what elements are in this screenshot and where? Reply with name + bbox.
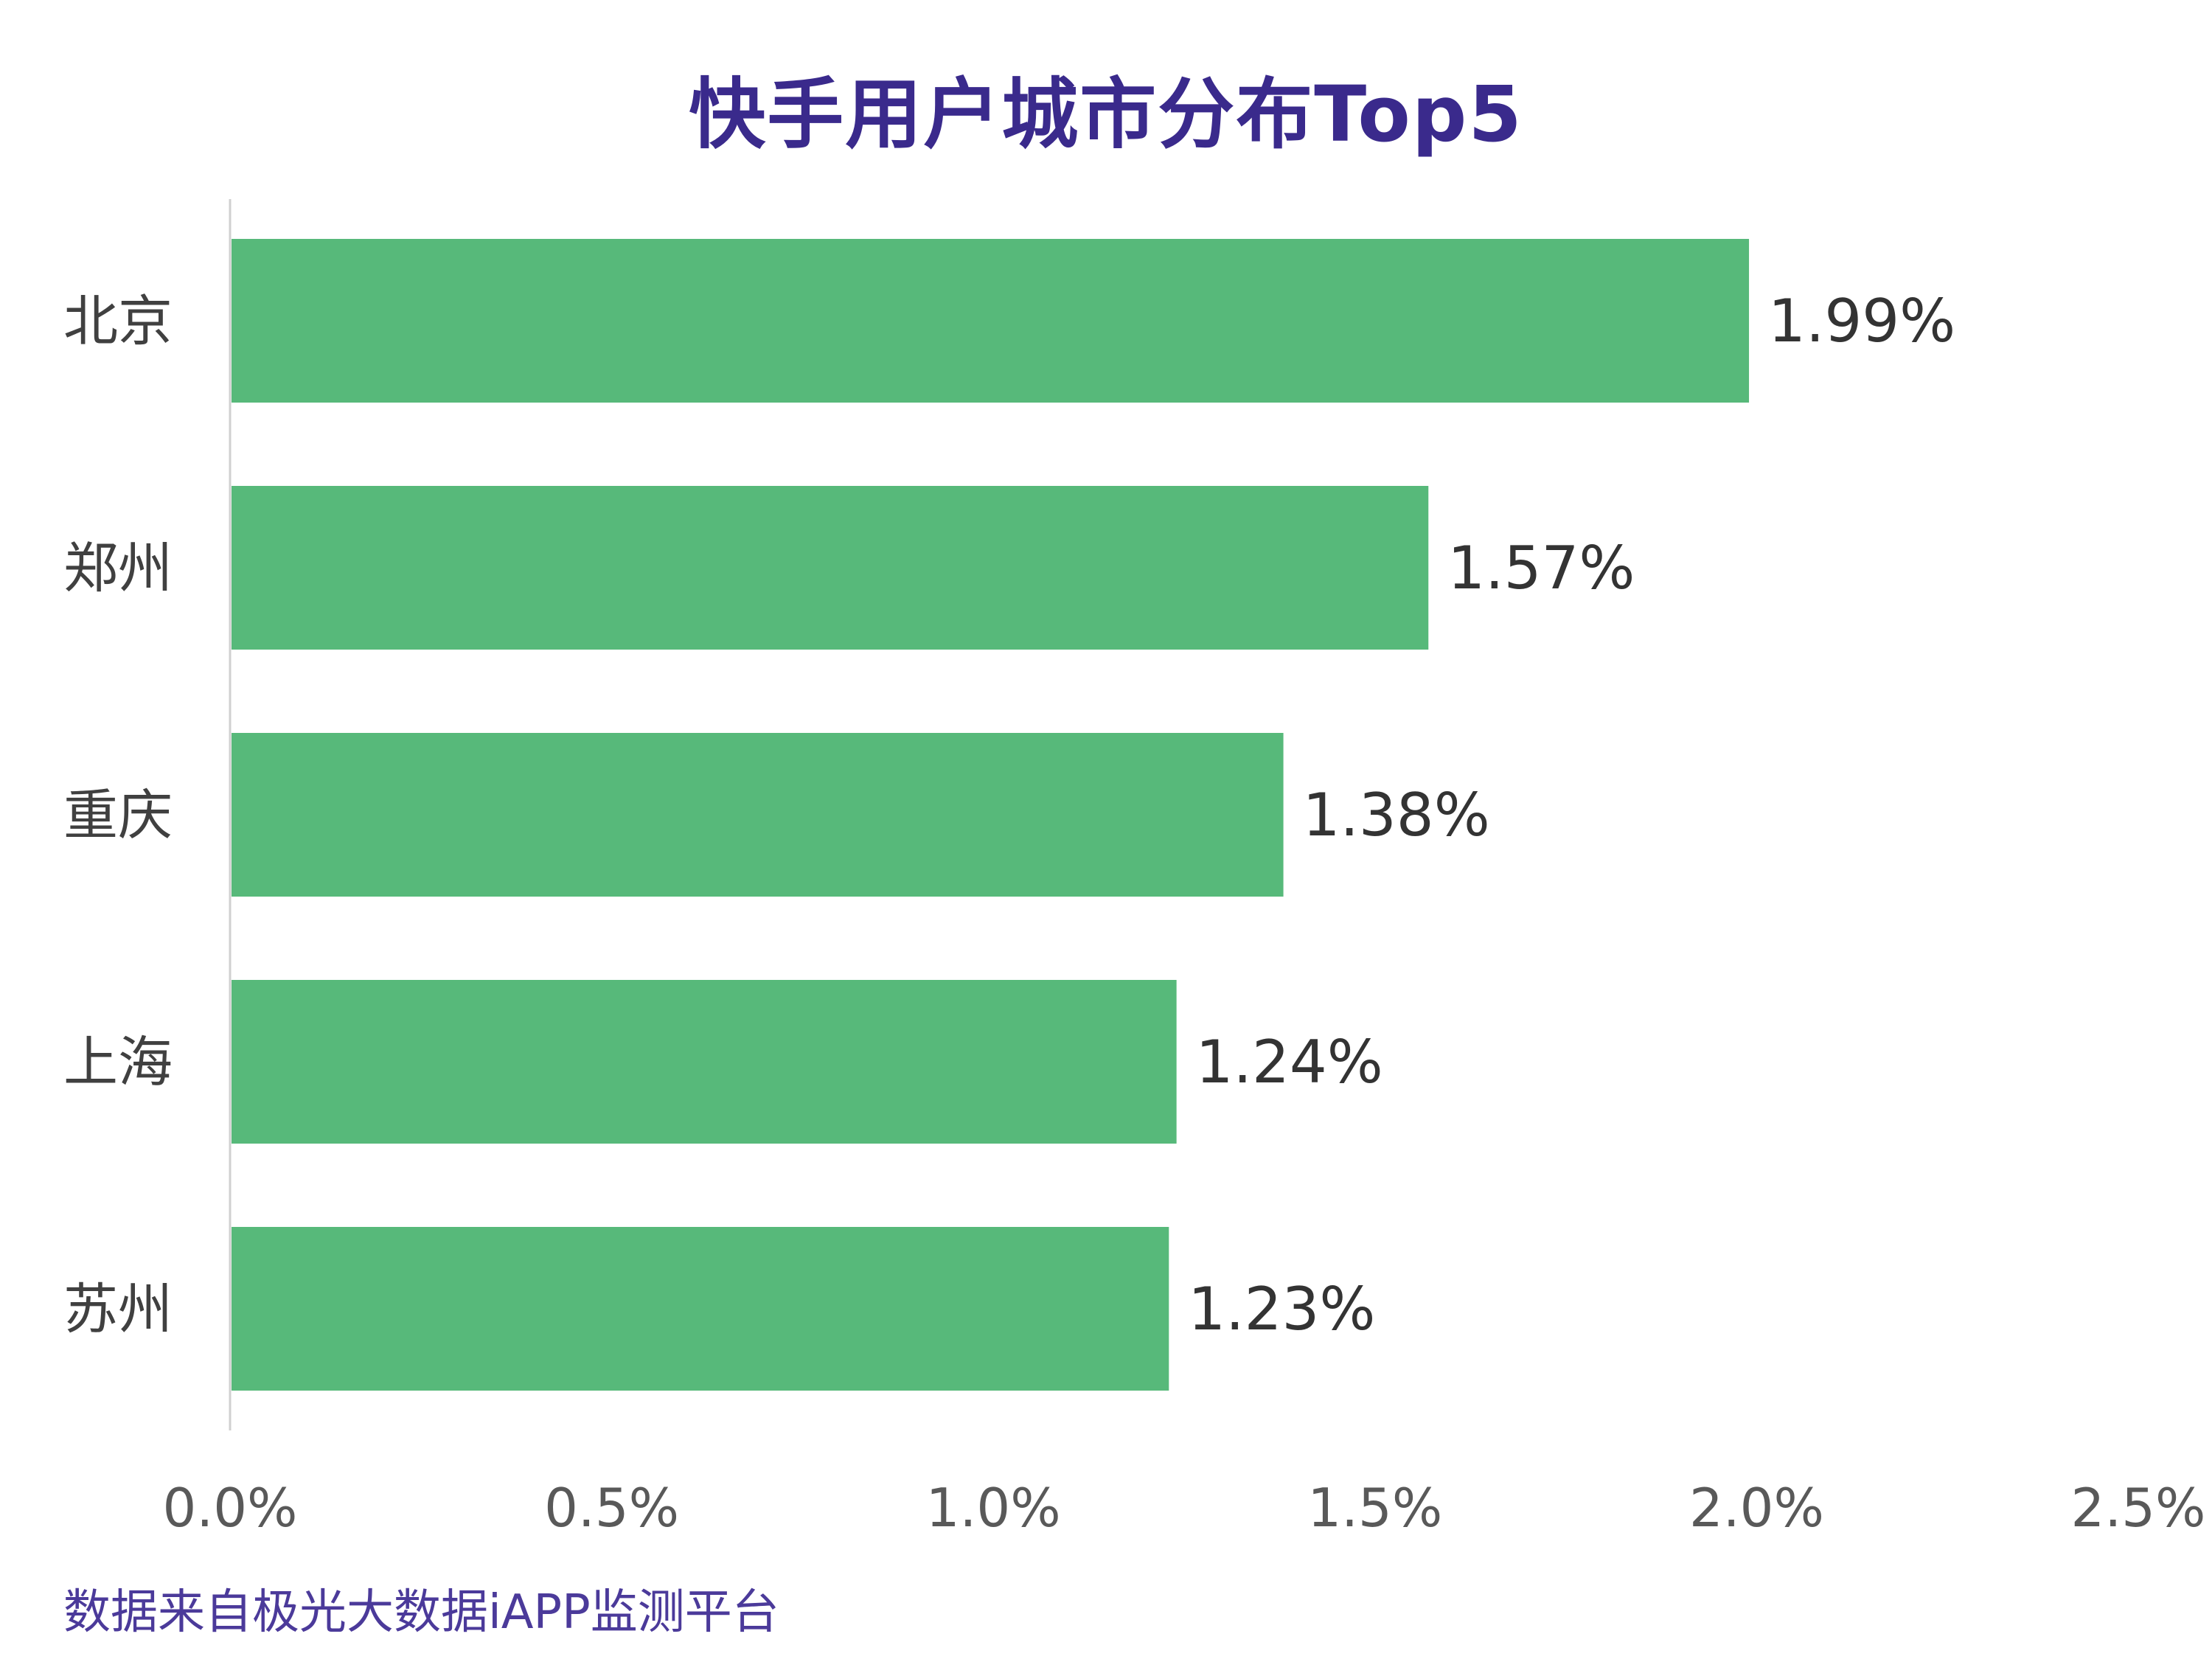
value-label: 1.57%: [1447, 534, 1635, 602]
bar-1: [232, 486, 1429, 650]
x-tick-label: 2.5%: [2071, 1477, 2206, 1539]
bar-0: [232, 239, 1750, 403]
x-tick-label: 1.0%: [926, 1477, 1061, 1539]
x-tick-label: 0.0%: [163, 1477, 298, 1539]
x-tick-label: 1.5%: [1307, 1477, 1442, 1539]
value-label: 1.24%: [1196, 1028, 1383, 1096]
source-note: 数据来自极光大数据iAPP监测平台: [63, 1585, 779, 1640]
category-label: 上海: [63, 1031, 173, 1094]
x-tick-label: 2.0%: [1689, 1477, 1824, 1539]
category-label: 苏州: [63, 1278, 173, 1341]
chart-title: 快手用户城市分布Top5: [689, 69, 1523, 159]
labels-layer: 北京 1.99% 郑州 1.57% 重庆 1.38% 上海 1.24% 苏州 1.23%: [63, 287, 1955, 1343]
x-tick-label: 0.5%: [544, 1477, 679, 1539]
category-label: 重庆: [63, 784, 173, 847]
bar-4: [232, 1227, 1169, 1391]
value-label: 1.38%: [1303, 781, 1490, 849]
bar-3: [232, 980, 1177, 1144]
category-label: 北京: [63, 290, 173, 353]
bar-2: [232, 733, 1284, 897]
value-label: 1.23%: [1188, 1275, 1375, 1343]
x-axis-ticks: 0.0% 0.5% 1.0% 1.5% 2.0% 2.5%: [163, 1477, 2206, 1539]
value-label: 1.99%: [1768, 287, 1955, 355]
category-label: 郑州: [63, 537, 173, 600]
bars-layer: [232, 239, 1750, 1391]
